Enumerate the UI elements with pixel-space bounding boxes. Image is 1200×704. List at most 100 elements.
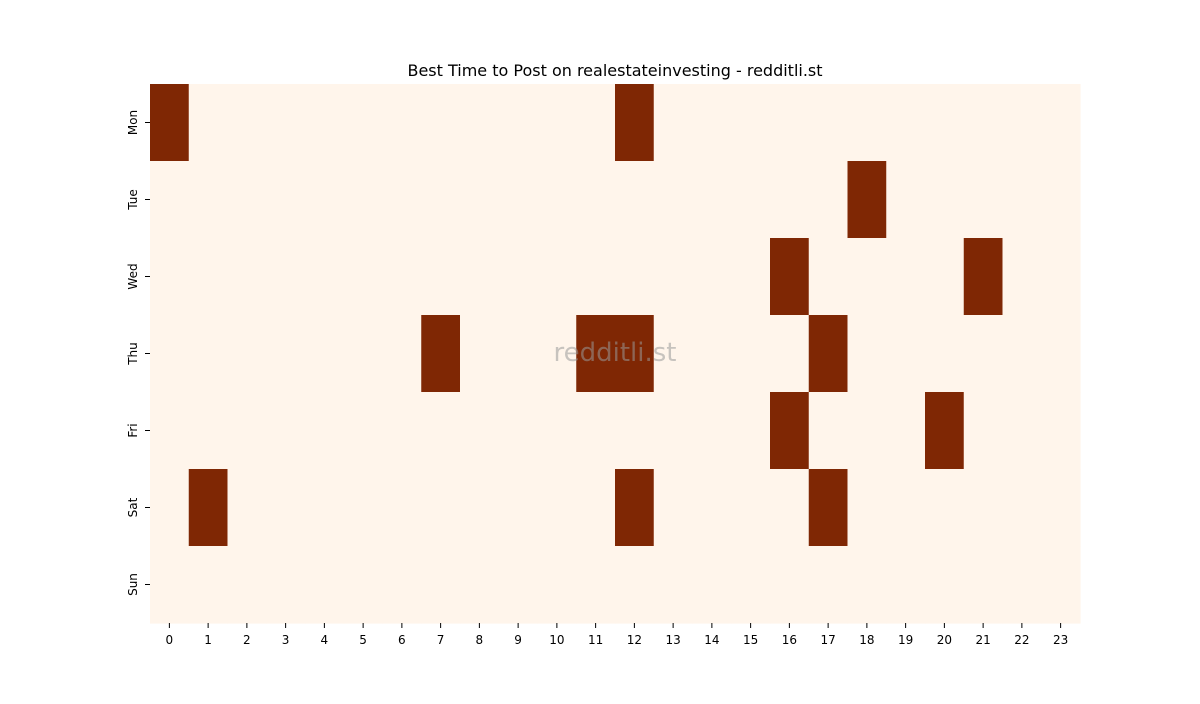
heatmap-cell-tue-0 [150, 161, 190, 239]
heatmap-cell-thu-12 [615, 315, 655, 393]
heatmap-cell-fri-9 [498, 392, 539, 470]
heatmap-cell-tue-18 [847, 161, 887, 239]
heatmap-cell-wed-7 [421, 238, 461, 316]
heatmap-cell-sun-0 [150, 546, 190, 624]
heatmap-cell-thu-6 [382, 315, 422, 393]
heatmap-cell-mon-12 [615, 84, 655, 162]
heatmap-cell-tue-17 [808, 161, 849, 239]
x-tick-label: 6 [398, 633, 406, 647]
heatmap-cell-fri-3 [266, 392, 306, 470]
heatmap-cell-thu-7 [421, 315, 461, 393]
heatmap-cell-wed-5 [343, 238, 384, 316]
x-tick-label: 9 [514, 633, 522, 647]
heatmap-cell-sat-7 [421, 469, 461, 547]
heatmap-cell-wed-16 [770, 238, 810, 316]
heatmap-cell-sat-21 [963, 469, 1004, 547]
heatmap-cell-sun-20 [925, 546, 965, 624]
heatmap-cell-fri-12 [615, 392, 655, 470]
heatmap-cell-sat-15 [731, 469, 771, 547]
heatmap-cell-thu-22 [1002, 315, 1042, 393]
heatmap-cell-tue-9 [498, 161, 539, 239]
heatmap-cell-sun-22 [1002, 546, 1042, 624]
heatmap-cell-mon-22 [1002, 84, 1042, 162]
heatmap-cell-fri-10 [537, 392, 577, 470]
heatmap-cell-tue-13 [653, 161, 694, 239]
heatmap-cell-wed-11 [576, 238, 616, 316]
heatmap-cell-tue-20 [925, 161, 965, 239]
heatmap-cell-sat-8 [460, 469, 500, 547]
heatmap-cell-thu-23 [1041, 315, 1081, 393]
heatmap-cell-sun-10 [537, 546, 577, 624]
heatmap-cell-sun-13 [653, 546, 694, 624]
heatmap-cell-sun-8 [460, 546, 500, 624]
heatmap-cell-tue-10 [537, 161, 577, 239]
heatmap-cell-sun-2 [227, 546, 267, 624]
heatmap-cell-mon-0 [150, 84, 190, 162]
heatmap-cell-mon-8 [460, 84, 500, 162]
x-axis: 0 1 2 3 4 5 6 7 8 9 10 11 12 13 14 15 16 17 18 19 20 21 22 23 [166, 623, 1068, 647]
heatmap-cell-mon-11 [576, 84, 616, 162]
heatmap-cell-wed-19 [886, 238, 926, 316]
heatmap-cell-mon-9 [498, 84, 539, 162]
x-tick-label: 4 [321, 633, 329, 647]
y-axis: Mon Tue Wed Thu Fri Sat Sun [126, 110, 150, 596]
heatmap-cell-mon-7 [421, 84, 461, 162]
chart-title: Best Time to Post on realestateinvesting… [407, 61, 822, 80]
heatmap-cell-sun-17 [808, 546, 849, 624]
heatmap-cell-fri-1 [188, 392, 229, 470]
heatmap-cell-tue-11 [576, 161, 616, 239]
heatmap-cell-sat-19 [886, 469, 926, 547]
heatmap-cell-thu-16 [770, 315, 810, 393]
y-tick-label: Sat [126, 497, 140, 517]
heatmap-cell-sat-23 [1041, 469, 1081, 547]
heatmap-cell-mon-3 [266, 84, 306, 162]
heatmap-cell-thu-14 [692, 315, 732, 393]
heatmap-cell-wed-2 [227, 238, 267, 316]
heatmap-cell-tue-21 [963, 161, 1004, 239]
heatmap-cell-sun-21 [963, 546, 1004, 624]
heatmap-cell-wed-21 [963, 238, 1004, 316]
heatmap-cell-wed-12 [615, 238, 655, 316]
x-tick-label: 3 [282, 633, 290, 647]
y-tick-label: Tue [126, 189, 140, 211]
heatmap-cell-fri-11 [576, 392, 616, 470]
heatmap-cell-fri-5 [343, 392, 384, 470]
heatmap-cell-sat-6 [382, 469, 422, 547]
heatmap-cell-tue-5 [343, 161, 384, 239]
heatmap-cell-thu-4 [305, 315, 345, 393]
heatmap-cell-fri-21 [963, 392, 1004, 470]
heatmap-cell-thu-13 [653, 315, 694, 393]
heatmap-cell-sun-18 [847, 546, 887, 624]
heatmap-cell-mon-21 [963, 84, 1004, 162]
heatmap-cell-mon-16 [770, 84, 810, 162]
x-tick-label: 23 [1053, 633, 1068, 647]
heatmap-cell-mon-19 [886, 84, 926, 162]
heatmap-cell-sat-16 [770, 469, 810, 547]
heatmap-cell-tue-19 [886, 161, 926, 239]
heatmap-cell-mon-1 [188, 84, 229, 162]
y-tick-label: Fri [126, 423, 140, 437]
heatmap-cell-tue-12 [615, 161, 655, 239]
heatmap-cell-sat-18 [847, 469, 887, 547]
heatmap-cell-thu-5 [343, 315, 384, 393]
watermark-text: redditli.st [554, 338, 677, 368]
x-tick-label: 16 [782, 633, 797, 647]
x-tick-label: 22 [1014, 633, 1029, 647]
y-tick-label: Sun [126, 573, 140, 596]
heatmap-cell-mon-10 [537, 84, 577, 162]
x-tick-label: 10 [549, 633, 564, 647]
heatmap-cell-sat-17 [808, 469, 849, 547]
heatmap-cell-fri-23 [1041, 392, 1081, 470]
heatmap-cell-sat-12 [615, 469, 655, 547]
heatmap-cell-wed-22 [1002, 238, 1042, 316]
heatmap-cell-tue-2 [227, 161, 267, 239]
heatmap-cell-tue-23 [1041, 161, 1081, 239]
heatmap-cell-tue-15 [731, 161, 771, 239]
heatmap-cell-thu-10 [537, 315, 577, 393]
heatmap-cell-thu-18 [847, 315, 887, 393]
heatmap-cell-thu-9 [498, 315, 539, 393]
heatmap-cell-sun-5 [343, 546, 384, 624]
x-tick-label: 0 [166, 633, 174, 647]
heatmap-cell-fri-17 [808, 392, 849, 470]
